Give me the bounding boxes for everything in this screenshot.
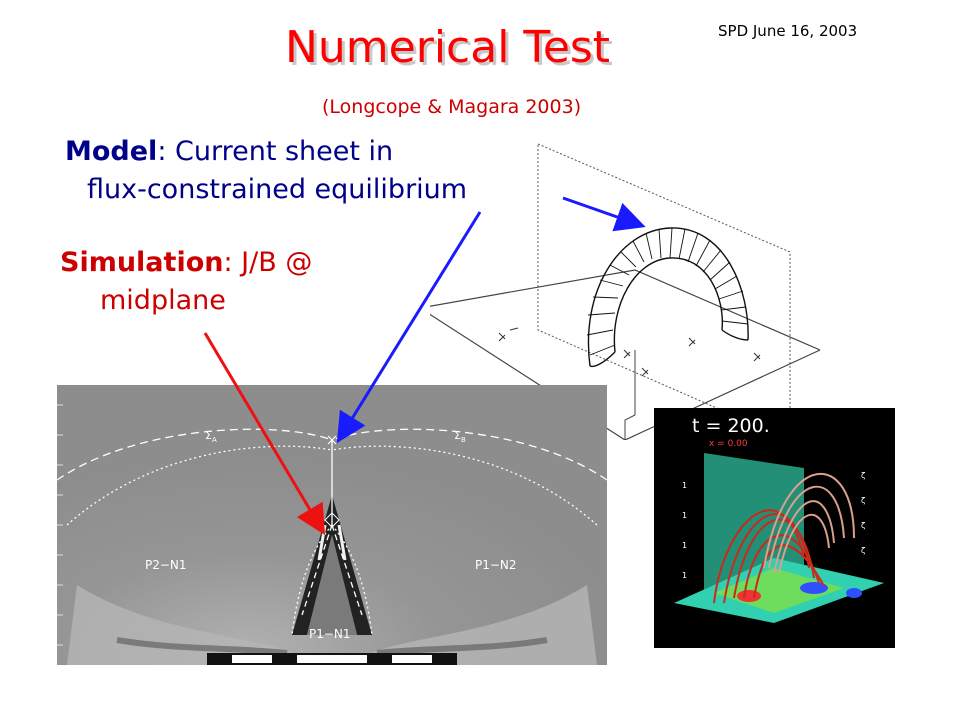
model-keyword: Model	[65, 136, 158, 167]
model-text-line1: : Current sheet in	[157, 136, 394, 167]
time-label: t = 200.	[692, 415, 770, 437]
flux-tube-ribs	[586, 227, 749, 356]
x-value-label: x = 0.00	[709, 439, 748, 449]
svg-text:1: 1	[682, 481, 687, 490]
date-label: SPD June 16, 2003	[718, 22, 858, 40]
p1-n2-label: P1−N2	[475, 558, 517, 572]
simulation-keyword: Simulation	[60, 247, 224, 278]
current-bands	[67, 585, 597, 665]
x-point-marker	[327, 435, 337, 445]
model-caption: Model: Current sheet in flux-constrained…	[65, 133, 467, 209]
svg-text:ζ: ζ	[861, 471, 865, 480]
svg-text:ζ: ζ	[861, 496, 865, 505]
floor-blue-spot-right	[846, 588, 862, 598]
p1-n1-label: P1−N1	[309, 627, 351, 641]
slide-subtitle: (Longcope & Magara 2003)	[322, 96, 582, 118]
simulation-jb-midplane-image: ΣA ΣB P2−N1 P1−N2 P1−N1	[57, 385, 607, 665]
simulation-text-line2: midplane	[100, 284, 226, 316]
svg-text:ζ: ζ	[861, 521, 865, 530]
model-text-line2: flux-constrained equilibrium	[87, 173, 468, 205]
svg-text:1: 1	[682, 511, 687, 520]
svg-text:1: 1	[682, 571, 687, 580]
field-lines	[713, 472, 855, 604]
inset-3d-simulation-image: t = 200. x = 0.00 1 1 1 1 ζ ζ ζ ζ	[654, 408, 895, 648]
flux-tube-arch	[587, 227, 749, 368]
svg-text:1: 1	[682, 541, 687, 550]
slide-title: Numerical Test	[285, 22, 611, 73]
diamond-marker	[324, 512, 340, 528]
simulation-caption: Simulation: J/B @ midplane	[60, 244, 312, 320]
floor-red-spot-left	[737, 590, 761, 602]
axis-tick-glyphs	[498, 327, 761, 377]
plane-edge	[624, 414, 636, 440]
svg-text:ζ: ζ	[861, 546, 865, 555]
floor-blue-spot	[800, 582, 828, 594]
inset-axis-glyphs: 1 1 1 1 ζ ζ ζ ζ	[682, 471, 865, 580]
left-ticks	[57, 404, 63, 646]
simulation-text-line1: : J/B @	[223, 247, 313, 278]
p2-n1-label: P2−N1	[145, 558, 187, 572]
